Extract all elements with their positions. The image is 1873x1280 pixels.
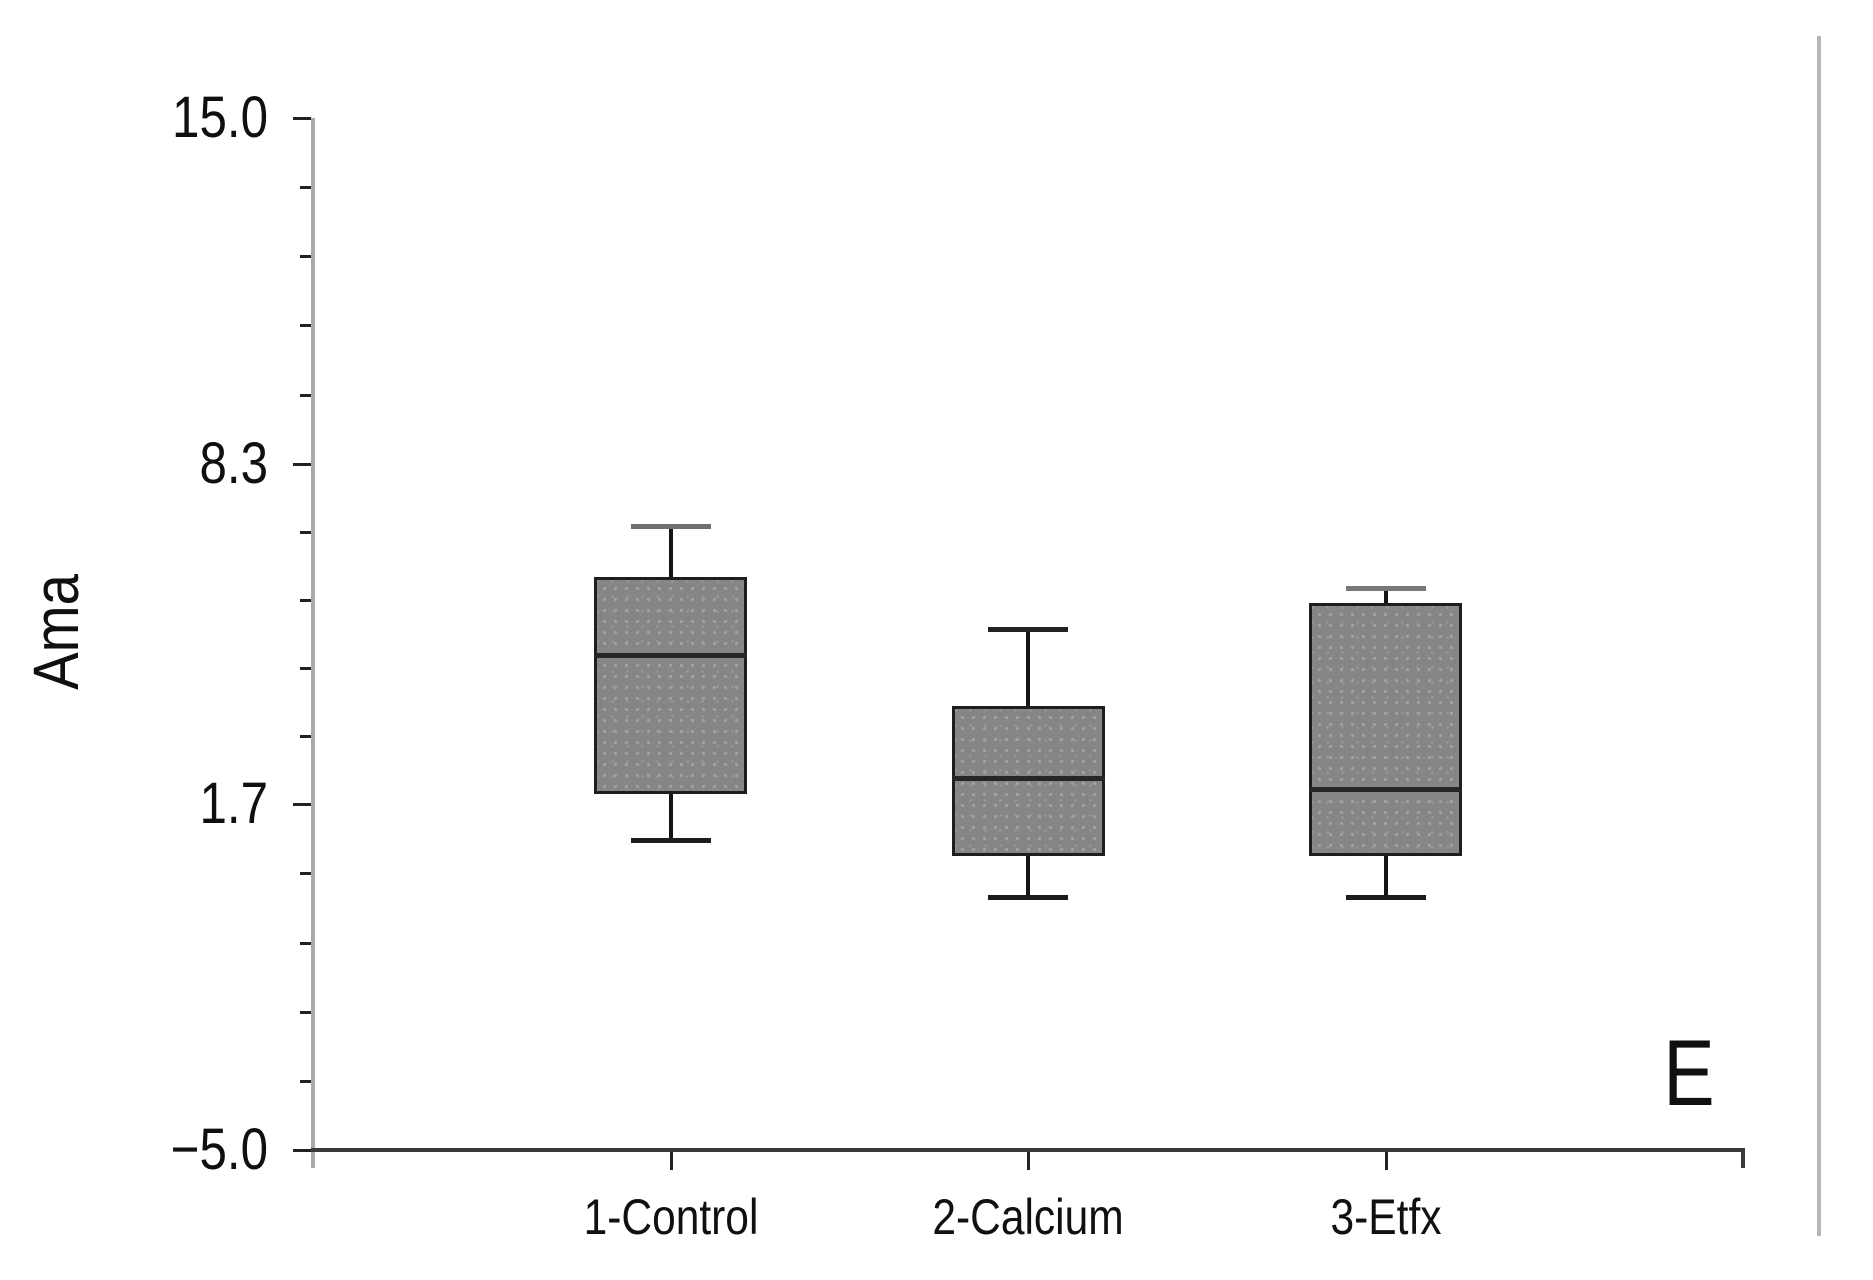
y-minor-tick	[300, 599, 311, 602]
y-tick-label: 15.0	[172, 85, 268, 150]
upper-whisker-cap	[1346, 586, 1426, 591]
page-edge-line	[1817, 36, 1821, 1236]
y-axis-line	[311, 118, 315, 1168]
box-iqr-rect	[594, 577, 747, 794]
box-iqr-rect	[952, 706, 1105, 856]
y-minor-tick	[300, 872, 311, 875]
y-minor-tick	[300, 255, 311, 258]
upper-whisker-cap	[631, 524, 711, 529]
median-line	[1309, 787, 1462, 792]
lower-whisker-cap	[1346, 895, 1426, 900]
y-minor-tick	[300, 942, 311, 945]
x-axis-line	[311, 1148, 1745, 1152]
y-major-tick	[293, 463, 311, 466]
y-tick-label: 1.7	[199, 771, 268, 836]
y-major-tick	[293, 1149, 311, 1152]
y-minor-tick	[300, 324, 311, 327]
y-minor-tick	[300, 394, 311, 397]
y-minor-tick	[300, 667, 311, 670]
lower-whisker-line	[669, 794, 673, 840]
upper-whisker-line	[1384, 588, 1388, 603]
y-tick-label: 8.3	[199, 431, 268, 496]
x-category-label: 3-Etfx	[1330, 1189, 1442, 1245]
x-category-tick	[670, 1152, 673, 1170]
panel-label: E	[1663, 1020, 1715, 1125]
lower-whisker-line	[1384, 856, 1388, 897]
lower-whisker-cap	[988, 895, 1068, 900]
box-iqr-rect	[1309, 603, 1462, 856]
y-minor-tick	[300, 735, 311, 738]
x-category-label: 1-Control	[583, 1189, 759, 1245]
y-tick-label: −5.0	[170, 1117, 268, 1182]
upper-whisker-line	[1026, 629, 1030, 706]
x-category-tick	[1027, 1152, 1030, 1170]
y-minor-tick	[300, 1011, 311, 1014]
y-axis-title: Ama	[20, 574, 92, 690]
x-category-label: 2-Calcium	[932, 1189, 1124, 1245]
lower-whisker-cap	[631, 838, 711, 843]
median-line	[952, 776, 1105, 781]
y-minor-tick	[300, 1080, 311, 1083]
y-minor-tick	[300, 186, 311, 189]
lower-whisker-line	[1026, 856, 1030, 897]
median-line	[594, 653, 747, 658]
y-major-tick	[293, 803, 311, 806]
y-minor-tick	[300, 531, 311, 534]
x-axis-end-tick	[1741, 1150, 1745, 1168]
x-category-tick	[1385, 1152, 1388, 1170]
upper-whisker-cap	[988, 627, 1068, 632]
y-major-tick	[293, 117, 311, 120]
upper-whisker-line	[669, 526, 673, 578]
